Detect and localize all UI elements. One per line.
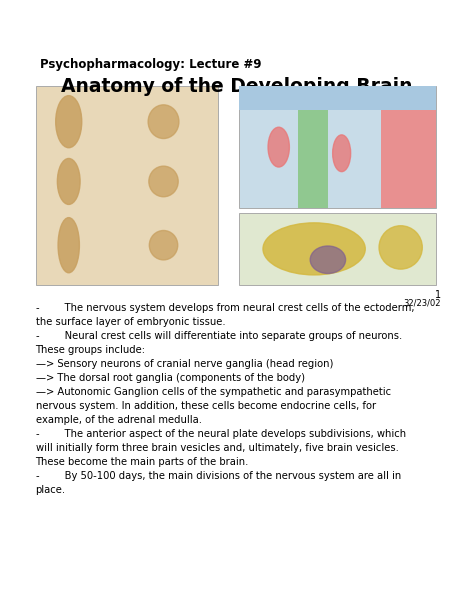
Text: Anatomy of the Developing Brain: Anatomy of the Developing Brain bbox=[61, 77, 413, 96]
Bar bbox=[239, 86, 436, 110]
Bar bbox=[239, 86, 436, 208]
Ellipse shape bbox=[379, 226, 422, 269]
Bar bbox=[239, 213, 436, 285]
Bar bbox=[36, 86, 218, 285]
Text: -        The nervous system develops from neural crest cells of the ectoderm,
th: - The nervous system develops from neura… bbox=[36, 303, 414, 495]
Ellipse shape bbox=[56, 96, 82, 148]
Ellipse shape bbox=[58, 218, 80, 273]
Text: 1: 1 bbox=[435, 290, 441, 300]
Ellipse shape bbox=[149, 230, 178, 260]
Ellipse shape bbox=[268, 127, 289, 167]
Bar bbox=[381, 110, 436, 208]
Ellipse shape bbox=[57, 158, 80, 204]
Bar bbox=[299, 110, 328, 208]
Text: Psychopharmacology: Lecture #9: Psychopharmacology: Lecture #9 bbox=[40, 58, 262, 71]
Ellipse shape bbox=[310, 246, 346, 273]
Ellipse shape bbox=[263, 223, 365, 275]
Ellipse shape bbox=[149, 166, 178, 197]
Ellipse shape bbox=[148, 105, 179, 139]
Text: 32/23/02: 32/23/02 bbox=[403, 299, 441, 308]
Ellipse shape bbox=[333, 135, 351, 172]
